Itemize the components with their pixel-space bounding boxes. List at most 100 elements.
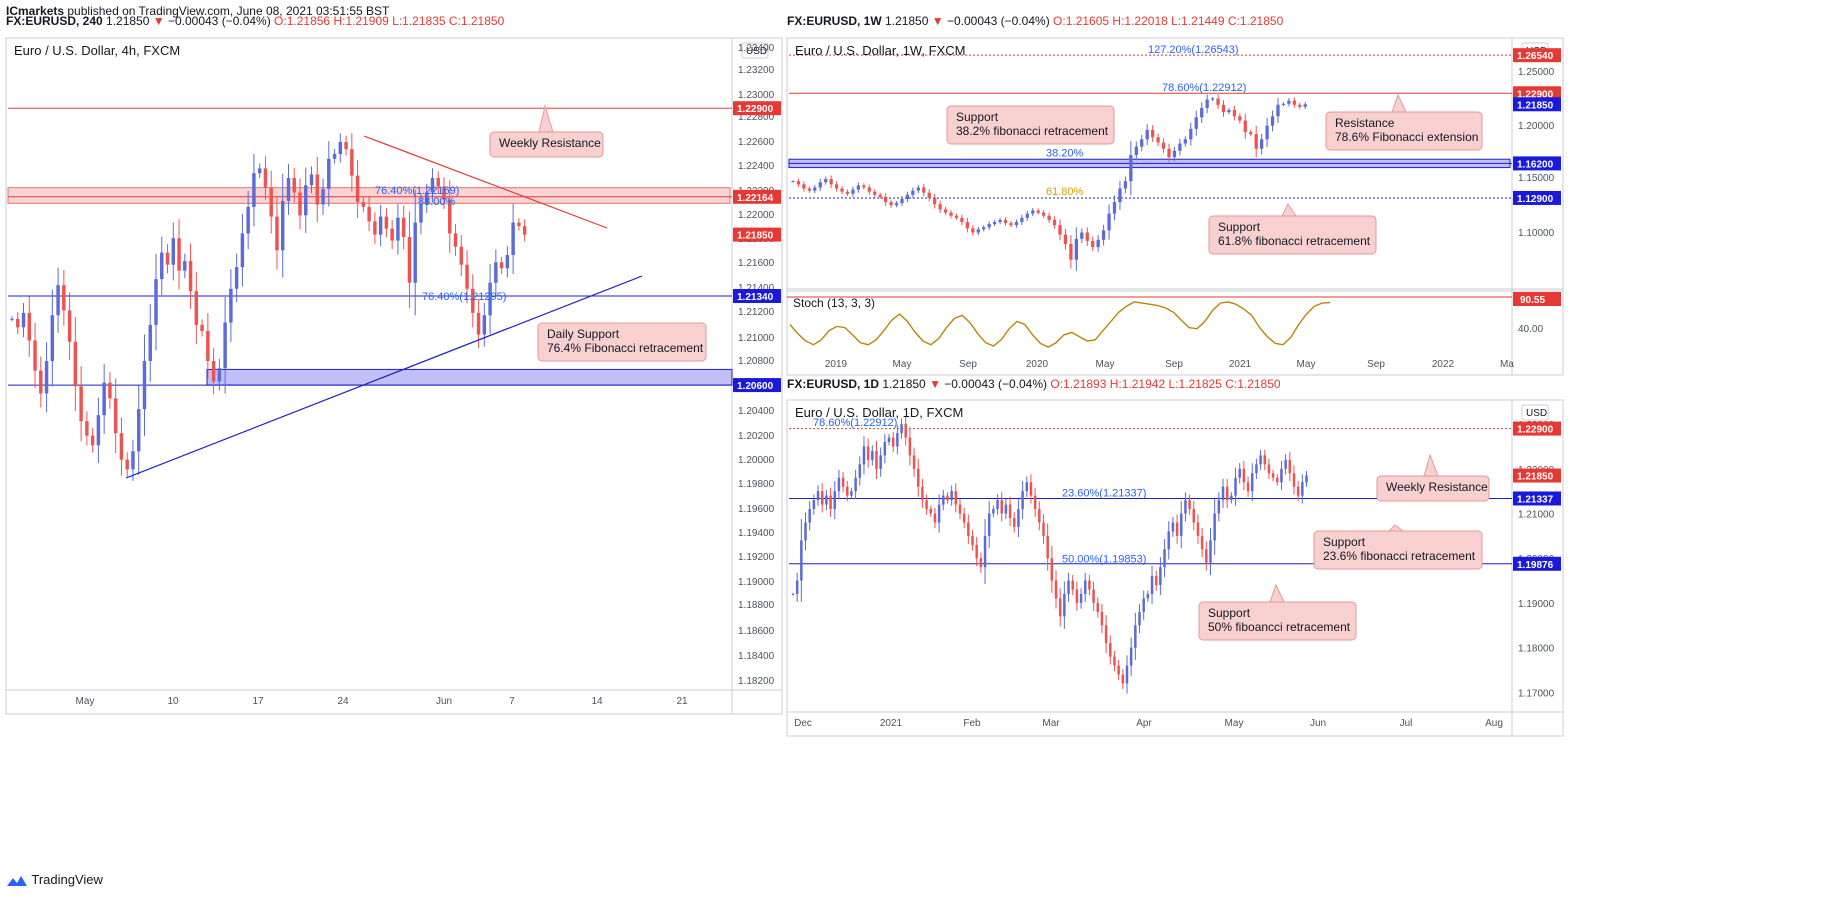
candle: [912, 455, 916, 469]
price-tick: 1.18800: [738, 600, 775, 611]
price-tick: 1.19400: [738, 528, 775, 539]
candle: [1140, 139, 1144, 147]
candle: [1254, 134, 1258, 149]
candle: [813, 187, 817, 191]
candle: [954, 215, 959, 218]
time-tick: 14: [591, 696, 603, 707]
callout-box: [537, 322, 707, 362]
callout-text: Resistance: [1335, 116, 1395, 130]
time-tick: May: [893, 359, 912, 370]
candle: [1281, 103, 1286, 105]
candle: [1189, 128, 1193, 140]
candle: [1260, 139, 1264, 149]
candle: [1129, 155, 1133, 182]
candle: [1242, 468, 1246, 483]
ohlc-low: L:1.21449: [1171, 14, 1228, 28]
time-tick: 24: [337, 696, 349, 707]
candle: [938, 204, 942, 210]
candle: [933, 513, 937, 523]
ohlc-open: O:1.21856: [274, 14, 333, 28]
candle: [200, 324, 204, 331]
candle: [904, 424, 907, 438]
callout-text: 23.6% fibonacci retracement: [1323, 549, 1476, 563]
candle: [1171, 522, 1175, 532]
candle: [494, 262, 498, 283]
candle: [921, 486, 924, 501]
candle: [1255, 464, 1258, 474]
candle: [1159, 567, 1162, 586]
candle: [896, 433, 899, 447]
callout-text: Support: [1208, 606, 1251, 620]
ohlc-line: FX:EURUSD, 240 1.21850 ▼ −0.00043 (−0.04…: [6, 14, 505, 28]
price-tick: 1.18000: [1518, 644, 1555, 655]
candle: [851, 189, 855, 194]
candle: [338, 141, 343, 154]
candle: [1085, 232, 1089, 241]
candle: [1265, 125, 1269, 140]
candle: [894, 203, 899, 206]
callout-text: Weekly Resistance: [499, 136, 601, 150]
price-badge-label: 1.20600: [737, 381, 774, 392]
candle: [829, 179, 833, 185]
candle: [1150, 576, 1154, 594]
candle: [992, 509, 995, 514]
candle: [807, 188, 811, 191]
candle: [148, 324, 152, 361]
candle: [816, 491, 820, 501]
price-tick: 1.21400: [738, 283, 775, 294]
candle: [1058, 225, 1062, 235]
price-badge: [1513, 86, 1561, 101]
candle: [1298, 104, 1302, 107]
candle: [1075, 589, 1079, 603]
candle: [1134, 146, 1138, 156]
candle: [465, 264, 469, 289]
callout-box: [1198, 601, 1357, 641]
candle: [879, 455, 882, 469]
price-badge: [1513, 491, 1561, 506]
callout-pointer: [1391, 93, 1407, 113]
resistance-trendline: [363, 135, 608, 229]
time-tick: Dec: [794, 718, 812, 729]
candle: [355, 175, 360, 203]
candle: [476, 312, 481, 335]
candle: [1183, 139, 1187, 144]
candle: [1117, 665, 1120, 675]
callout-pointer: [1388, 524, 1404, 532]
candle: [1303, 104, 1307, 107]
price-badge-label: 1.21850: [1517, 472, 1554, 483]
candle: [1109, 643, 1112, 657]
price-tick: 1.15000: [1518, 173, 1555, 184]
price-tick: 1.25000: [1518, 67, 1555, 78]
candle: [1033, 495, 1037, 510]
fib-label: 76.40%(1.21295): [422, 291, 506, 303]
candle: [1113, 656, 1116, 666]
candle: [390, 228, 394, 241]
candle: [884, 196, 888, 203]
candle: [79, 386, 83, 422]
candle: [867, 187, 871, 192]
candle: [1267, 464, 1271, 474]
candle: [183, 261, 187, 271]
candle: [1154, 576, 1158, 586]
candle: [436, 178, 440, 187]
candle: [1276, 104, 1280, 117]
currency-box: [741, 42, 769, 59]
callout-pointer: [1269, 583, 1285, 603]
price-tick: 1.20400: [738, 406, 775, 417]
candle: [1205, 99, 1209, 108]
candle: [996, 500, 999, 510]
candle: [1118, 188, 1122, 203]
price-badge: [1513, 556, 1561, 571]
price-tick: 1.21000: [738, 333, 775, 344]
candle: [987, 224, 991, 228]
price-badge: [733, 378, 781, 393]
candle: [1287, 100, 1291, 104]
candle: [1230, 495, 1233, 501]
price-badge: [1513, 468, 1561, 483]
candle: [808, 509, 811, 523]
price-tick: 1.21000: [1518, 510, 1555, 521]
candle: [883, 442, 887, 456]
time-tick: Apr: [1136, 718, 1152, 729]
candle: [50, 315, 55, 361]
